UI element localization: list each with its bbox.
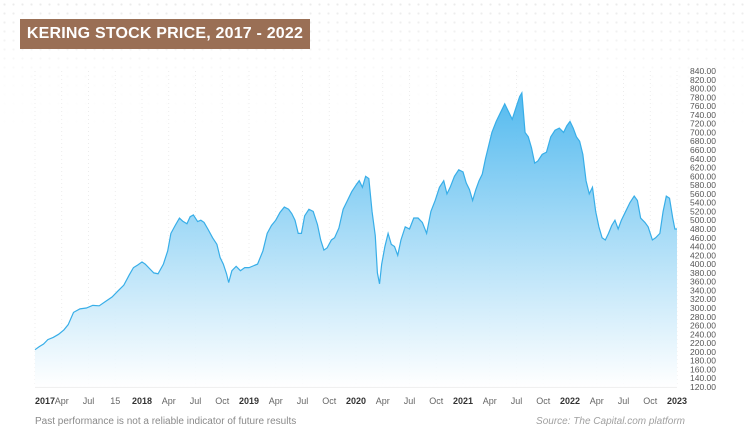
price-line xyxy=(34,91,677,351)
x-tick-label: Oct xyxy=(429,396,444,406)
y-tick-label: 420.00 xyxy=(690,250,716,260)
x-tick-label: Apr xyxy=(376,396,390,406)
y-tick-label: 840.00 xyxy=(690,66,716,76)
y-tick-label: 500.00 xyxy=(690,215,716,225)
x-tick-label: Jul xyxy=(297,396,309,406)
x-axis-labels: 2017 Apr Jul 15 2018 Apr Jul Oct 2019 Apr Jul Oct 20… xyxy=(35,396,687,406)
y-tick-label: 460.00 xyxy=(690,233,716,243)
y-tick-label: 620.00 xyxy=(690,163,716,173)
y-tick-label: 560.00 xyxy=(690,189,716,199)
x-tick-label: 2019 xyxy=(239,396,259,406)
x-tick-label: Jul xyxy=(83,396,95,406)
x-tick-label: Jul xyxy=(618,396,630,406)
y-tick-label: 200.00 xyxy=(690,347,716,357)
x-tick-label: Apr xyxy=(55,396,69,406)
y-tick-label: 660.00 xyxy=(690,145,716,155)
x-tick-label: 2022 xyxy=(560,396,580,406)
x-tick-label: Oct xyxy=(536,396,551,406)
y-tick-label: 180.00 xyxy=(690,356,716,366)
y-tick-label: 380.00 xyxy=(690,268,716,278)
y-tick-label: 440.00 xyxy=(690,242,716,252)
y-tick-label: 260.00 xyxy=(690,321,716,331)
x-tick-label: 2017 xyxy=(35,396,55,406)
x-tick-label: Jul xyxy=(511,396,523,406)
y-tick-label: 680.00 xyxy=(690,136,716,146)
y-tick-label: 600.00 xyxy=(690,171,716,181)
x-tick-label: 2021 xyxy=(453,396,473,406)
x-tick-label: 15 xyxy=(110,396,120,406)
x-tick-label: Apr xyxy=(269,396,283,406)
x-tick-label: 2018 xyxy=(132,396,152,406)
title-badge: KERING STOCK PRICE, 2017 - 2022 xyxy=(20,19,310,49)
y-tick-label: 720.00 xyxy=(690,119,716,129)
y-tick-label: 740.00 xyxy=(690,110,716,120)
x-tick-label: Oct xyxy=(322,396,337,406)
x-tick-label: Oct xyxy=(215,396,230,406)
x-tick-label: 2020 xyxy=(346,396,366,406)
y-tick-label: 780.00 xyxy=(690,92,716,102)
y-tick-label: 160.00 xyxy=(690,364,716,374)
y-tick-label: 320.00 xyxy=(690,294,716,304)
y-tick-label: 140.00 xyxy=(690,373,716,383)
y-axis-labels: 120.00140.00160.00180.00200.00220.00240.… xyxy=(690,66,716,392)
disclaimer-text: Past performance is not a reliable indic… xyxy=(35,416,297,427)
y-tick-label: 360.00 xyxy=(690,277,716,287)
source-text: Source: The Capital.com platform xyxy=(536,416,685,427)
y-tick-label: 280.00 xyxy=(690,312,716,322)
y-tick-label: 700.00 xyxy=(690,127,716,137)
y-tick-label: 800.00 xyxy=(690,84,716,94)
y-tick-label: 760.00 xyxy=(690,101,716,111)
y-tick-label: 400.00 xyxy=(690,259,716,269)
y-tick-label: 220.00 xyxy=(690,338,716,348)
y-tick-label: 300.00 xyxy=(690,303,716,313)
x-tick-label: Jul xyxy=(404,396,416,406)
y-tick-label: 120.00 xyxy=(690,382,716,392)
y-tick-label: 580.00 xyxy=(690,180,716,190)
y-tick-label: 820.00 xyxy=(690,75,716,85)
y-tick-label: 540.00 xyxy=(690,198,716,208)
y-tick-label: 340.00 xyxy=(690,285,716,295)
y-tick-label: 640.00 xyxy=(690,154,716,164)
x-tick-label: Jul xyxy=(190,396,202,406)
x-tick-label: Oct xyxy=(643,396,658,406)
x-tick-label: Apr xyxy=(590,396,604,406)
y-tick-label: 240.00 xyxy=(690,329,716,339)
x-tick-label: 2023 xyxy=(667,396,687,406)
chart-title: KERING STOCK PRICE, 2017 - 2022 xyxy=(26,25,304,42)
y-tick-label: 480.00 xyxy=(690,224,716,234)
x-tick-label: Apr xyxy=(162,396,176,406)
y-tick-label: 520.00 xyxy=(690,206,716,216)
price-area xyxy=(35,92,677,387)
x-tick-label: Apr xyxy=(483,396,497,406)
